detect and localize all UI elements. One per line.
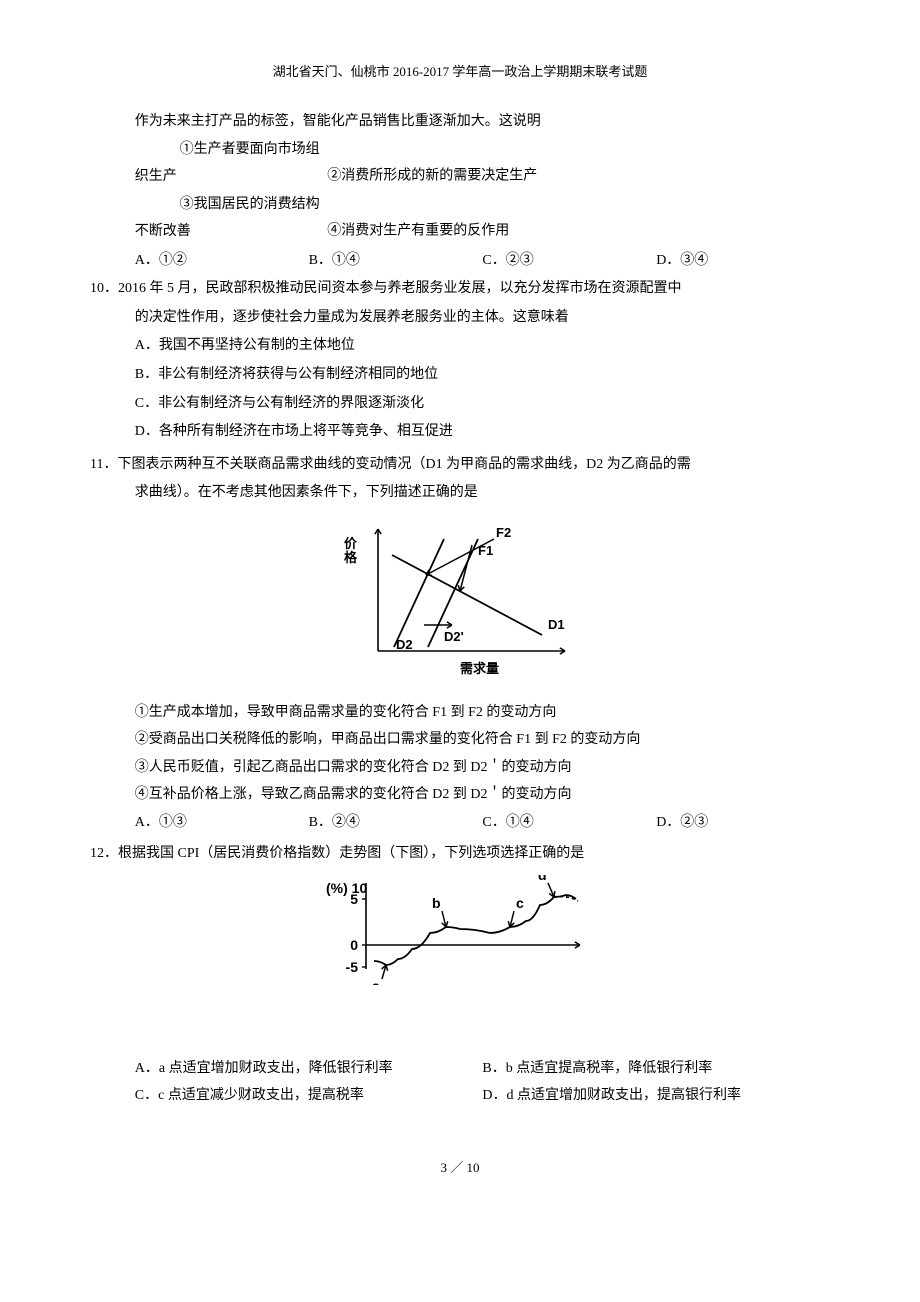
q10-c: C．非公有制经济与公有制经济的界限逐渐淡化 (90, 391, 830, 418)
q11-c4: ④互补品价格上涨，导致乙商品需求的变化符合 D2 到 D2＇的变动方向 (135, 782, 830, 809)
q11-c2: ②受商品出口关税降低的影响，甲商品出口需求量的变化符合 F1 到 F2 的变动方… (135, 727, 830, 754)
q9-opt-d: D．③④ (656, 248, 830, 275)
q11-xlabel: 需求量 (460, 657, 499, 682)
q9-c1: ①生产者要面向市场组织生产 (135, 137, 324, 190)
q12-chart-wrap: (%) 105 0 -5 a b c d (90, 875, 830, 996)
q10-stem1-text: 2016 年 5 月，民政部积极推动民间资本参与养老服务业发展，以充分发挥市场在… (118, 281, 682, 296)
q11-chart-svg: D1 D2 D2' F1F2 (340, 519, 580, 679)
q9-opt-a: A．①② (135, 248, 309, 275)
q11-options: A．①③ B．②④ C．①④ D．②③ (135, 810, 830, 837)
q11-ylabel: 价格 (344, 537, 357, 566)
svg-text:F1: F1 (478, 543, 493, 558)
svg-text:c: c (516, 895, 524, 911)
q12-a: A．a 点适宜增加财政支出，降低银行利率 (135, 1056, 483, 1083)
svg-text:b: b (432, 895, 441, 911)
q12-row-ab: A．a 点适宜增加财政支出，降低银行利率 B．b 点适宜提高税率，降低银行利率 (135, 1056, 830, 1083)
q9-c2: ②消费所形成的新的需要决定生产 (327, 169, 537, 184)
page-footer: 3 ／ 10 (90, 1156, 830, 1181)
q11-c3: ③人民币贬值，引起乙商品出口需求的变化符合 D2 到 D2＇的变动方向 (135, 755, 830, 782)
svg-text:5: 5 (350, 891, 358, 907)
q9-opt-b: B．①④ (309, 248, 483, 275)
q11-opt-b: B．②④ (309, 810, 483, 837)
q11-stem2: 求曲线）。在不考虑其他因素条件下，下列描述正确的是 (90, 480, 830, 507)
svg-text:d: d (538, 875, 547, 883)
svg-text:-5: -5 (346, 959, 359, 975)
page-header: 湖北省天门、仙桃市 2016-2017 学年高一政治上学期期末联考试题 (90, 60, 830, 85)
q11-c1: ①生产成本增加，导致甲商品需求量的变化符合 F1 到 F2 的变动方向 (135, 700, 830, 727)
svg-text:D1: D1 (548, 617, 565, 632)
svg-text:F2: F2 (496, 525, 511, 540)
svg-text:D2': D2' (444, 629, 464, 644)
q10-a: A．我国不再坚持公有制的主体地位 (90, 333, 830, 360)
q10-d: D．各种所有制经济在市场上将平等竞争、相互促进 (90, 419, 830, 446)
q12-chart: (%) 105 0 -5 a b c d (320, 875, 600, 996)
q11-stem1: 11．下图表示两种互不关联商品需求曲线的变动情况（D1 为甲商品的需求曲线，D2… (90, 452, 830, 479)
svg-text:D2: D2 (396, 637, 413, 652)
q11-chart: D1 D2 D2' F1F2 价格 需求量 (340, 519, 580, 690)
q12-b: B．b 点适宜提高税率，降低银行利率 (482, 1056, 830, 1083)
q12-row-cd: C．c 点适宜减少财政支出，提高税率 D．d 点适宜增加财政支出，提高银行利率 (135, 1083, 830, 1110)
q12-stem: 12．根据我国 CPI（居民消费价格指数）走势图（下图），下列选项选择正确的是 (90, 841, 830, 868)
q9-c4: ④消费对生产有重要的反作用 (327, 224, 509, 239)
q9-choices-row1: ①生产者要面向市场组织生产 ②消费所形成的新的需要决定生产 (90, 137, 830, 190)
svg-text:a: a (372, 978, 380, 985)
q9-c3: ③我国居民的消费结构不断改善 (135, 192, 324, 245)
q11-num: 11． (90, 457, 117, 472)
q9-options: A．①② B．①④ C．②③ D．③④ (135, 248, 830, 275)
q12-chart-svg: (%) 105 0 -5 a b c d (320, 875, 600, 985)
q12-num: 12． (90, 846, 118, 861)
q11-opt-a: A．①③ (135, 810, 309, 837)
q9-opt-c: C．②③ (482, 248, 656, 275)
svg-text:0: 0 (350, 937, 358, 953)
q9-choices-row2: ③我国居民的消费结构不断改善 ④消费对生产有重要的反作用 (90, 192, 830, 245)
q10-stem1: 10．2016 年 5 月，民政部积极推动民间资本参与养老服务业发展，以充分发挥… (90, 276, 830, 303)
q10-stem2: 的决定性作用，逐步使社会力量成为发展养老服务业的主体。这意味着 (90, 305, 830, 332)
q11-chart-wrap: D1 D2 D2' F1F2 价格 需求量 (90, 519, 830, 690)
q12-stem-text: 根据我国 CPI（居民消费价格指数）走势图（下图），下列选项选择正确的是 (118, 846, 584, 861)
q11-opt-c: C．①④ (482, 810, 656, 837)
q12-c: C．c 点适宜减少财政支出，提高税率 (135, 1083, 483, 1110)
q11-opt-d: D．②③ (656, 810, 830, 837)
q11-stem1-text: 下图表示两种互不关联商品需求曲线的变动情况（D1 为甲商品的需求曲线，D2 为乙… (117, 457, 690, 472)
q12-d: D．d 点适宜增加财政支出，提高银行利率 (482, 1083, 830, 1110)
svg-text:(%) 10: (%) 10 (326, 880, 367, 896)
q10-num: 10． (90, 281, 118, 296)
q9-line1: 作为未来主打产品的标签，智能化产品销售比重逐渐加大。这说明 (90, 109, 830, 136)
q10-b: B．非公有制经济将获得与公有制经济相同的地位 (90, 362, 830, 389)
